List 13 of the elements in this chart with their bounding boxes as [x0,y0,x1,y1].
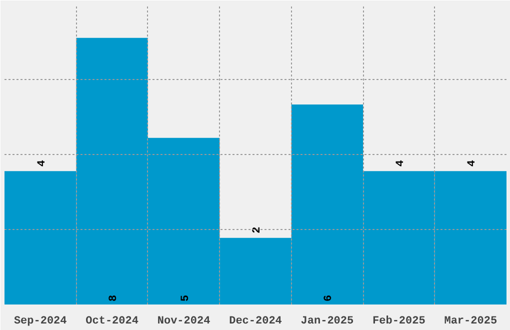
data-label: 8 [108,294,120,302]
x-tick-label: Oct-2024 [86,316,139,328]
x-tick-label: Nov-2024 [157,316,211,328]
data-label: 4 [394,160,407,167]
x-tick-label: Mar-2025 [444,316,498,328]
data-label: 6 [323,294,336,302]
x-tick-label: Jan-2025 [300,316,354,328]
data-label: 4 [36,160,48,167]
data-label: 4 [466,160,479,167]
data-label: 5 [180,294,192,302]
x-tick-label: Sep-2024 [14,316,68,328]
x-tick-label: Dec-2024 [229,316,282,328]
x-tick-label: Feb-2025 [372,316,426,328]
